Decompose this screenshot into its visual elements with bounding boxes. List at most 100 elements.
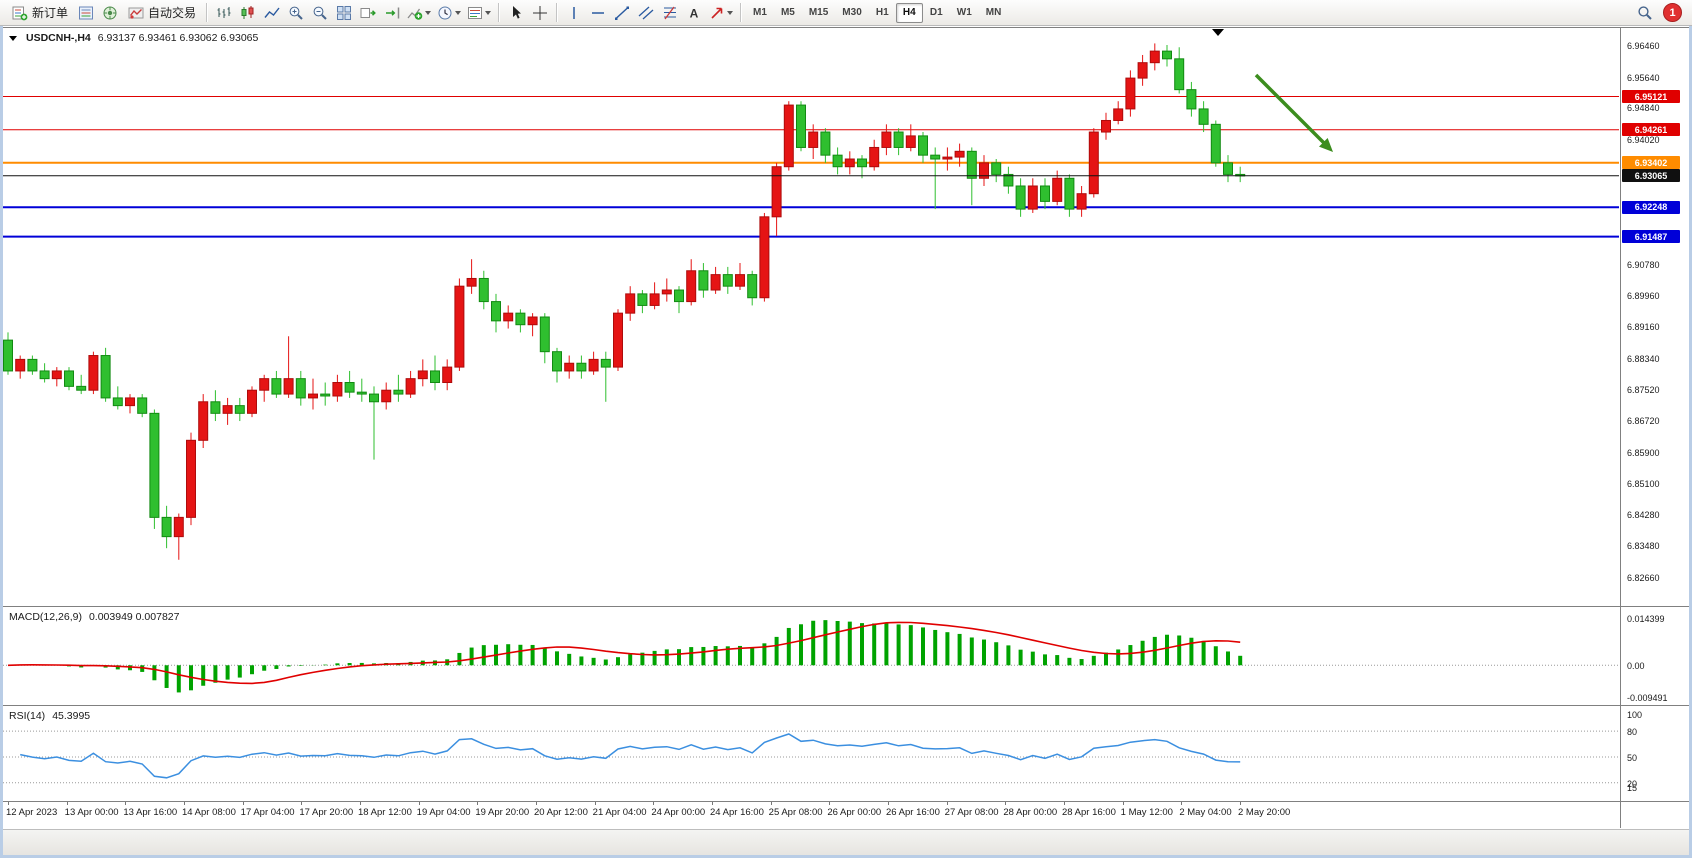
chart-line-button[interactable] xyxy=(260,2,284,24)
candle-body xyxy=(210,401,221,414)
zoom-in-button[interactable] xyxy=(284,2,308,24)
rsi-scale-label: 20 xyxy=(1627,778,1638,789)
price-scale[interactable]: 6.96460 6.95640 6.94840 6.94020 6.90780 6.899… xyxy=(1621,28,1689,828)
chart-bars-button[interactable] xyxy=(212,2,236,24)
notifications-badge[interactable]: 1 xyxy=(1663,3,1682,22)
vertical-line-button[interactable] xyxy=(562,2,586,24)
object-anchor-marker[interactable] xyxy=(1212,29,1224,36)
price-scale-border xyxy=(1620,28,1621,828)
templates-button[interactable] xyxy=(464,2,494,24)
market-watch-button[interactable] xyxy=(74,2,98,24)
navigator-button[interactable] xyxy=(98,2,122,24)
chart-shift-button[interactable] xyxy=(380,2,404,24)
fibonacci-button[interactable] xyxy=(658,2,682,24)
candle-body xyxy=(76,385,87,391)
candle-body xyxy=(186,439,196,518)
window-frame xyxy=(0,0,3,858)
timeframe-button-h4[interactable]: H4 xyxy=(895,2,923,23)
candle-body xyxy=(454,285,465,368)
timeframe-button-h1[interactable]: H1 xyxy=(869,3,896,23)
timeframe-button-w1[interactable]: W1 xyxy=(950,3,979,23)
tile-windows-button[interactable] xyxy=(332,2,356,24)
price-chart-canvas[interactable] xyxy=(3,28,1619,606)
auto-scroll-button[interactable] xyxy=(356,2,380,24)
arrows-button[interactable] xyxy=(706,2,736,24)
price-scale-label: 6.84280 xyxy=(1627,510,1660,521)
chevron-down-icon xyxy=(425,10,432,15)
candle-body xyxy=(320,393,331,397)
macd-scale-label: -0.009491 xyxy=(1627,692,1668,703)
timeframe-button-m30[interactable]: M30 xyxy=(835,3,868,23)
candle-body xyxy=(857,158,867,168)
chevron-down-icon xyxy=(455,10,462,15)
toolbar-separator xyxy=(206,3,209,22)
macd-panel-canvas[interactable] xyxy=(3,608,1619,704)
candle-body xyxy=(100,355,111,399)
candle-body xyxy=(15,358,26,372)
candle-body xyxy=(173,516,184,538)
candle-body xyxy=(161,516,172,538)
auto-trading-button[interactable]: 自动交易 xyxy=(122,2,202,24)
time-axis-tick xyxy=(360,802,361,805)
timeframe-button-m15[interactable]: M15 xyxy=(802,3,835,23)
candle-body xyxy=(259,378,270,391)
time-axis-tick xyxy=(125,802,127,805)
tile-windows-icon xyxy=(336,5,352,21)
auto-trading-icon xyxy=(128,5,144,21)
macd-name: MACD(12,26,9) xyxy=(9,611,82,623)
indicators-button[interactable] xyxy=(404,2,434,24)
crosshair-button[interactable] xyxy=(528,2,552,24)
candle-body xyxy=(1186,89,1197,110)
zoom-in-icon xyxy=(288,5,304,21)
window-frame xyxy=(1689,0,1692,858)
candle-body xyxy=(637,293,648,306)
time-axis[interactable]: 12 Apr 2023 13 Apr 00:00 13 Apr 16:00 14 Ap… xyxy=(3,802,1619,828)
time-axis-label: 2 May 20:00 xyxy=(1238,807,1291,818)
candle-body xyxy=(893,131,904,148)
time-axis-label: 21 Apr 04:00 xyxy=(592,807,647,818)
toolbar-right-group: 1 xyxy=(1633,2,1686,24)
time-axis-tick xyxy=(770,802,772,805)
time-axis-tick xyxy=(888,802,889,805)
new-order-button[interactable]: 新订单 xyxy=(6,2,74,24)
chart-candles-button[interactable] xyxy=(236,2,260,24)
zoom-out-icon xyxy=(312,5,328,21)
candle-body xyxy=(649,293,660,306)
status-bar xyxy=(0,829,1692,856)
timeframe-button-d1[interactable]: D1 xyxy=(923,3,950,23)
periods-button[interactable] xyxy=(434,2,464,24)
channel-button[interactable] xyxy=(634,2,658,24)
svg-text:A: A xyxy=(690,6,699,20)
bar-chart-icon xyxy=(216,5,232,21)
text-button[interactable]: A xyxy=(682,2,706,24)
zoom-out-button[interactable] xyxy=(308,2,332,24)
rsi-panel-canvas[interactable] xyxy=(3,707,1619,800)
level-price-badge: 6.93402 xyxy=(1622,156,1680,170)
macd-panel-splitter[interactable] xyxy=(0,606,1692,607)
macd-label: MACD(12,26,9) 0.003949 0.007827 xyxy=(9,611,179,623)
timeframe-button-m5[interactable]: M5 xyxy=(774,3,802,23)
time-axis-label: 27 Apr 08:00 xyxy=(944,807,999,818)
time-axis-tick xyxy=(418,802,420,805)
candle-body xyxy=(393,389,404,395)
candle-body xyxy=(1088,131,1099,195)
cursor-button[interactable] xyxy=(504,2,528,24)
horizontal-line-button[interactable] xyxy=(586,2,610,24)
candle-body xyxy=(869,146,880,168)
timeframe-button-m1[interactable]: M1 xyxy=(746,3,774,23)
time-axis-label: 24 Apr 16:00 xyxy=(710,807,764,818)
annotation-arrow[interactable] xyxy=(1254,73,1330,149)
candle-body xyxy=(905,135,916,148)
rsi-scale-label: 15 xyxy=(1627,783,1638,794)
candle-body xyxy=(1125,77,1136,110)
candle-body xyxy=(576,362,587,372)
trendline-button[interactable] xyxy=(610,2,634,24)
timeframe-button-mn[interactable]: MN xyxy=(979,3,1009,23)
candle-body xyxy=(881,131,892,148)
channel-icon xyxy=(638,5,654,21)
time-axis-label: 2 May 04:00 xyxy=(1179,807,1232,818)
search-button[interactable] xyxy=(1633,2,1657,24)
rsi-panel-splitter[interactable] xyxy=(0,705,1692,706)
annotation-arrowhead[interactable] xyxy=(1318,137,1333,152)
